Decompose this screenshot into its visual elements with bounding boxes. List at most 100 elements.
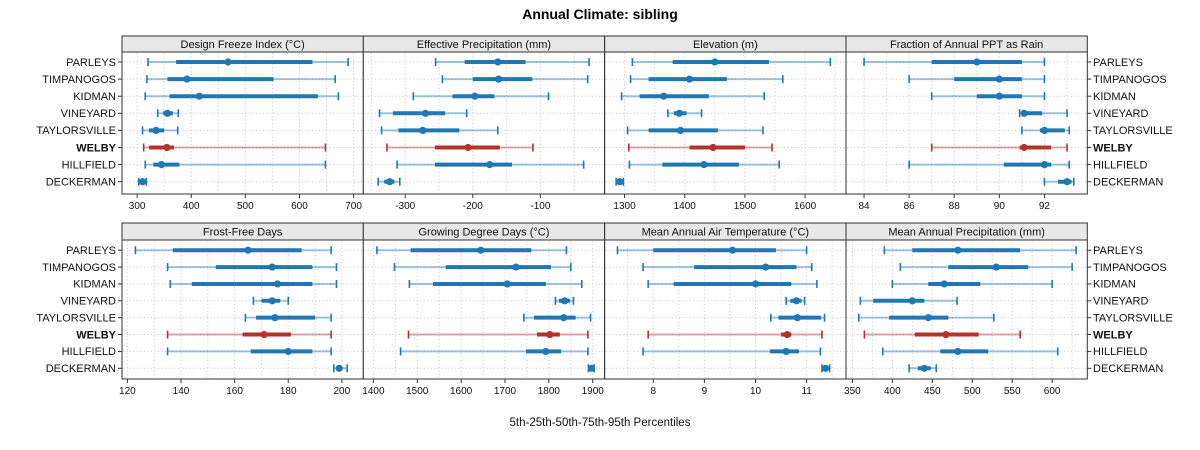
x-tick-label: -300 [395, 201, 415, 212]
median-dot [268, 263, 276, 271]
station-row-taylorsville [857, 313, 995, 322]
station-label-left: TIMPANOGOS [42, 262, 116, 274]
x-tick-label: 1500 [734, 201, 757, 212]
median-dot [792, 297, 801, 305]
median-dot [616, 178, 624, 186]
median-dot [711, 58, 719, 66]
median-dot [157, 161, 166, 169]
x-tick-label: 120 [119, 386, 136, 397]
station-label-right: TAYLORSVILLE [1093, 125, 1173, 137]
x-tick-label: 88 [949, 201, 961, 212]
x-tick-label: 400 [183, 201, 200, 212]
station-label-right: DECKERMAN [1093, 177, 1163, 189]
median-dot [709, 143, 717, 152]
station-row-taylorsville [523, 313, 592, 322]
station-row-kidman [620, 92, 765, 101]
x-tick-label: 140 [173, 386, 190, 397]
panel-title: Fraction of Annual PPT as Rain [890, 39, 1043, 51]
median-dot [560, 314, 568, 322]
x-tick-label: 160 [226, 386, 243, 397]
median-dot [783, 330, 791, 339]
panel-plot-area [845, 239, 1088, 380]
station-row-hillfield [144, 160, 327, 169]
station-row-deckerman [377, 177, 401, 186]
chart-title: Annual Climate: sibling [522, 6, 678, 22]
x-tick-label: 350 [844, 386, 861, 397]
panel-header [845, 35, 1088, 53]
x-tick-label: 1400 [362, 386, 385, 397]
station-label-right: KIDMAN [1093, 91, 1136, 103]
station-label-right: HILLFIELD [1093, 159, 1147, 171]
station-row-parleys [376, 246, 568, 255]
median-dot [995, 92, 1003, 100]
x-tick-label: 550 [1004, 386, 1021, 397]
panel-data [615, 58, 832, 186]
median-dot [268, 297, 276, 305]
x-tick-label: 200 [334, 386, 351, 397]
station-row-welby [647, 330, 823, 339]
median-dot [183, 75, 191, 83]
station-row-welby [930, 143, 1068, 152]
median-dot [273, 280, 282, 288]
panel-title: Effective Precipitation (mm) [417, 39, 551, 51]
station-row-kidman [169, 279, 338, 288]
median-dot [1063, 178, 1071, 186]
panel-elevation-m: Elevation (m) 1300 1400 1500 1600 [604, 35, 847, 212]
panel-plot-area [845, 51, 1088, 195]
station-label-left: KIDMAN [73, 279, 116, 291]
panel-plot-area [604, 51, 847, 195]
station-row-parleys [863, 58, 1046, 66]
x-tick-label: -200 [463, 201, 483, 212]
panel-plot-area [121, 239, 364, 380]
station-row-timpanogos [642, 263, 813, 272]
x-tick-label: 90 [994, 201, 1006, 212]
median-dot [271, 314, 279, 322]
station-label-right: WELBY [1093, 142, 1133, 154]
station-row-taylorsville [141, 126, 179, 135]
station-row-welby [166, 330, 332, 339]
panel-title: Design Freeze Index (°C) [181, 39, 305, 51]
station-label-right: TAYLORSVILLE [1093, 312, 1173, 324]
station-label-right: KIDMAN [1093, 279, 1136, 291]
station-row-taylorsville [626, 126, 764, 135]
x-tick-label: 400 [884, 386, 901, 397]
panel-data [863, 58, 1075, 186]
panel-data [134, 246, 349, 373]
station-row-taylorsville [770, 313, 826, 322]
x-tick-label: 84 [858, 201, 870, 212]
median-dot [675, 109, 683, 117]
station-label-right: DECKERMAN [1093, 363, 1163, 375]
panel-fraction-of-annual-ppt-as-rain: Fraction of Annual PPT as Rain 84 86 88 90 92 [845, 35, 1092, 212]
station-row-hillfield [396, 160, 585, 169]
station-label-left: HILLFIELD [62, 346, 116, 358]
station-row-vineyard [667, 109, 703, 118]
x-tick-label: 1600 [794, 201, 817, 212]
station-label-left: VINEYARD [61, 296, 116, 308]
x-tick-label: 600 [291, 201, 308, 212]
station-label-left: PARLEYS [66, 57, 116, 69]
median-dot [821, 364, 830, 372]
station-row-hillfield [628, 160, 781, 169]
median-dot [1040, 126, 1049, 134]
median-dot [163, 109, 172, 117]
median-dot [542, 347, 550, 356]
median-dot [471, 92, 479, 100]
median-dot [421, 109, 430, 117]
station-label-left: TAYLORSVILLE [36, 312, 116, 324]
panel-data [616, 246, 831, 373]
station-label-left: PARLEYS [66, 245, 116, 257]
station-row-deckerman [615, 177, 625, 186]
median-dot [244, 246, 252, 254]
median-dot [920, 364, 928, 372]
median-dot [782, 347, 790, 356]
station-label-left: VINEYARD [61, 108, 116, 120]
station-row-welby [863, 330, 1021, 339]
station-label-right: HILLFIELD [1093, 346, 1147, 358]
panel-data [857, 246, 1077, 373]
station-label-right: VINEYARD [1093, 296, 1148, 308]
median-dot [386, 178, 394, 186]
station-row-parleys [147, 58, 349, 66]
median-dot [503, 280, 511, 288]
median-dot [195, 92, 203, 100]
station-label-right: WELBY [1093, 329, 1133, 341]
